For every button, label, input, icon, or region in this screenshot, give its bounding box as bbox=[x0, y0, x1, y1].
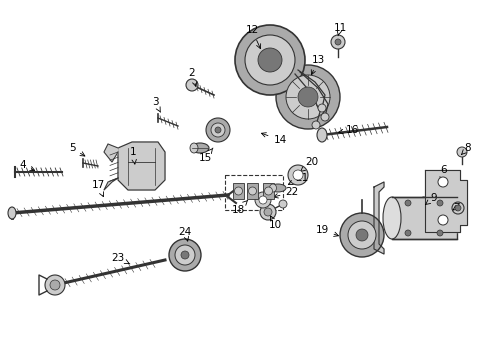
Text: 7: 7 bbox=[452, 203, 458, 213]
Circle shape bbox=[234, 187, 242, 195]
Circle shape bbox=[260, 204, 275, 220]
Text: 23: 23 bbox=[111, 253, 130, 264]
Circle shape bbox=[215, 127, 221, 133]
Ellipse shape bbox=[414, 197, 432, 239]
Circle shape bbox=[339, 213, 383, 257]
Circle shape bbox=[235, 25, 305, 95]
Circle shape bbox=[169, 239, 201, 271]
Circle shape bbox=[244, 35, 294, 85]
Text: 16: 16 bbox=[338, 125, 358, 135]
Circle shape bbox=[279, 200, 286, 208]
Circle shape bbox=[404, 200, 410, 206]
Circle shape bbox=[248, 187, 256, 195]
Circle shape bbox=[45, 275, 65, 295]
Circle shape bbox=[317, 104, 325, 112]
Text: 4: 4 bbox=[20, 160, 35, 171]
Text: 11: 11 bbox=[333, 23, 346, 36]
Circle shape bbox=[205, 118, 229, 142]
Circle shape bbox=[355, 229, 367, 241]
Bar bbox=[246, 183, 258, 199]
Text: 18: 18 bbox=[231, 200, 247, 215]
Circle shape bbox=[258, 48, 282, 72]
Polygon shape bbox=[104, 144, 118, 162]
Circle shape bbox=[437, 215, 447, 225]
Bar bbox=[391, 197, 456, 239]
Circle shape bbox=[454, 205, 460, 211]
Ellipse shape bbox=[191, 143, 208, 153]
Circle shape bbox=[181, 251, 189, 259]
Text: 20: 20 bbox=[300, 157, 318, 172]
Circle shape bbox=[254, 192, 270, 208]
Ellipse shape bbox=[269, 184, 276, 192]
Text: 5: 5 bbox=[68, 143, 85, 156]
Ellipse shape bbox=[316, 128, 326, 142]
Text: 14: 14 bbox=[261, 133, 286, 145]
Bar bbox=[224, 175, 283, 210]
Polygon shape bbox=[424, 170, 466, 232]
Text: 22: 22 bbox=[273, 187, 298, 198]
Circle shape bbox=[275, 65, 339, 129]
Text: 21: 21 bbox=[288, 173, 308, 185]
Text: 19: 19 bbox=[315, 225, 338, 237]
Text: 8: 8 bbox=[461, 143, 470, 154]
Circle shape bbox=[287, 165, 307, 185]
Circle shape bbox=[451, 202, 463, 214]
Bar bbox=[263, 183, 273, 199]
Bar bbox=[232, 183, 244, 199]
Text: 12: 12 bbox=[245, 25, 260, 49]
Circle shape bbox=[297, 87, 317, 107]
Circle shape bbox=[320, 113, 328, 121]
Polygon shape bbox=[118, 142, 164, 190]
Circle shape bbox=[285, 75, 329, 119]
Ellipse shape bbox=[269, 184, 285, 192]
Text: 6: 6 bbox=[439, 165, 447, 181]
Circle shape bbox=[264, 208, 271, 216]
Ellipse shape bbox=[8, 207, 16, 219]
Circle shape bbox=[259, 196, 266, 204]
Circle shape bbox=[436, 200, 442, 206]
Text: 24: 24 bbox=[178, 227, 191, 241]
Text: 10: 10 bbox=[268, 216, 281, 230]
Circle shape bbox=[50, 280, 60, 290]
Circle shape bbox=[456, 147, 466, 157]
Circle shape bbox=[334, 39, 340, 45]
Circle shape bbox=[311, 121, 319, 129]
Circle shape bbox=[404, 230, 410, 236]
Circle shape bbox=[347, 221, 375, 249]
Circle shape bbox=[264, 187, 272, 195]
Circle shape bbox=[436, 230, 442, 236]
Polygon shape bbox=[104, 178, 118, 190]
Text: 2: 2 bbox=[188, 68, 197, 86]
Circle shape bbox=[210, 123, 224, 137]
Text: 15: 15 bbox=[198, 148, 212, 163]
Circle shape bbox=[185, 79, 198, 91]
Circle shape bbox=[292, 170, 303, 180]
Polygon shape bbox=[373, 182, 383, 254]
Circle shape bbox=[437, 177, 447, 187]
Circle shape bbox=[175, 245, 195, 265]
Text: 1: 1 bbox=[129, 147, 136, 164]
Ellipse shape bbox=[190, 143, 198, 153]
Circle shape bbox=[330, 35, 345, 49]
Text: 9: 9 bbox=[425, 193, 436, 204]
Text: 17: 17 bbox=[91, 180, 104, 197]
Text: 3: 3 bbox=[151, 97, 160, 112]
Ellipse shape bbox=[382, 197, 400, 239]
Text: 13: 13 bbox=[311, 55, 324, 75]
